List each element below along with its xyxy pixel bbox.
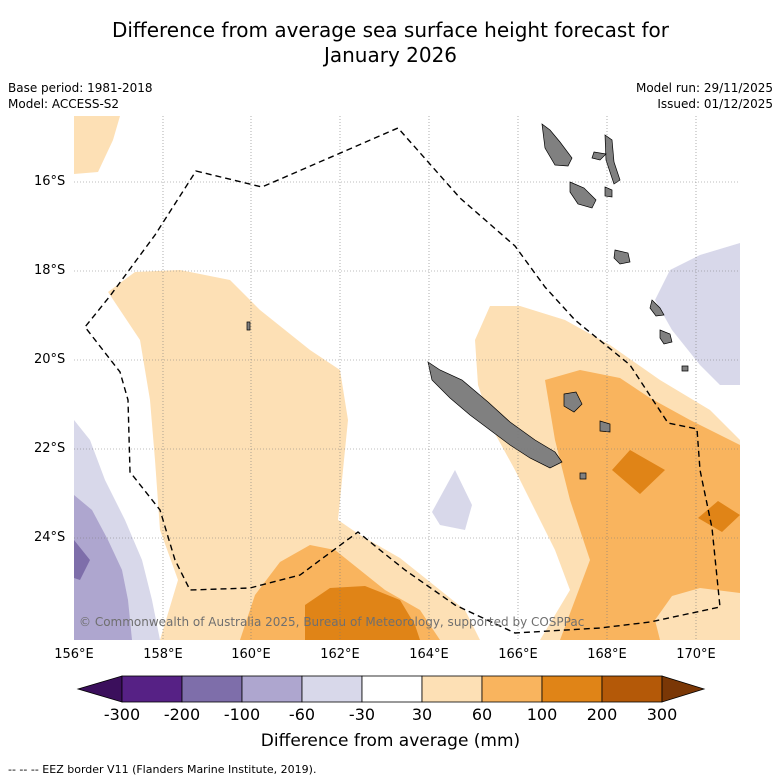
colorbar-tick-3: -100 [223, 705, 261, 724]
colorbar-bin-7 [481, 675, 543, 703]
loyalty-island-2 [599, 420, 611, 433]
colorbar-bin-3 [241, 675, 303, 703]
colorbar-tick-7: 60 [471, 705, 493, 724]
colorbar-right-extension [661, 675, 706, 703]
colorbar [76, 675, 706, 703]
meta-left: Base period: 1981-2018 Model: ACCESS-S2 [8, 80, 153, 112]
anomaly-east-dark-orange-2 [698, 501, 740, 532]
colorbar-tick-1: -300 [103, 705, 141, 724]
colorbar-tick-10: 300 [646, 705, 678, 724]
lon-label-158e: 158°E [143, 647, 183, 662]
lon-label-156e: 156°E [54, 647, 94, 662]
anomaly-southwest-dark-orange [305, 586, 420, 640]
anomaly-west-light-orange [108, 270, 480, 640]
lon-label-162e: 162°E [320, 647, 360, 662]
issued-date: Issued: 01/12/2025 [657, 97, 773, 111]
vanuatu-island-4 [591, 151, 607, 161]
eez-footnote: -- -- -- EEZ border V11 (Flanders Marine… [8, 763, 317, 776]
colorbar-bin-6 [421, 675, 483, 703]
lon-label-170e: 170°E [676, 647, 716, 662]
anomaly-topleft-orange [74, 116, 120, 174]
landmasses [246, 123, 689, 480]
lat-label-20s: 20°S [34, 352, 66, 367]
lon-label-160e: 160°E [231, 647, 271, 662]
fiji-island-1 [649, 299, 665, 317]
vanuatu-island-2 [569, 181, 597, 209]
model-name: Model: ACCESS-S2 [8, 97, 120, 111]
colorbar-bin-2 [181, 675, 243, 703]
eez-border [84, 127, 721, 634]
colorbar-bin-8 [541, 675, 603, 703]
lat-label-18s: 18°S [34, 263, 66, 278]
colorbar-title: Difference from average (mm) [260, 731, 521, 751]
lat-label-24s: 24°S [34, 530, 66, 545]
model-run: Model run: 29/11/2025 [635, 81, 773, 95]
anomaly-east-mid-orange [545, 370, 740, 640]
colorbar-bin-5 [361, 675, 423, 703]
vanuatu-island-5 [613, 249, 631, 265]
new-caledonia-island [427, 361, 563, 469]
lat-label-16s: 16°S [34, 174, 66, 189]
anomaly-northeast-purple [655, 243, 740, 385]
colorbar-tick-9: 200 [586, 705, 618, 724]
fiji-island-2 [659, 329, 673, 345]
loyalty-island-1 [563, 391, 583, 413]
colorbar-tick-6: 30 [411, 705, 433, 724]
lon-label-168e: 168°E [587, 647, 627, 662]
small-island-west [246, 321, 251, 331]
vanuatu-island-3 [604, 134, 621, 185]
meta-right: Model run: 29/11/2025 Issued: 01/12/2025 [636, 80, 773, 112]
lon-label-164e: 164°E [409, 647, 449, 662]
title-line-2: January 2026 [323, 43, 458, 67]
colorbar-tick-2: -200 [163, 705, 201, 724]
lon-label-166e: 166°E [498, 647, 538, 662]
graticule [74, 116, 740, 640]
title-line-1: Difference from average sea surface heig… [111, 18, 670, 42]
loyalty-island-3 [579, 472, 587, 480]
colorbar-tick-8: 100 [526, 705, 558, 724]
base-period: Base period: 1981-2018 [8, 81, 153, 95]
colorbar-bin-9 [601, 675, 663, 703]
colorbar-left-extension [76, 675, 123, 703]
anomaly-west-mid-purple [74, 495, 132, 640]
colorbar-tick-5: -30 [348, 705, 376, 724]
anomaly-west-dark-purple [74, 540, 90, 580]
anomaly-east-dark-orange-1 [612, 450, 665, 494]
lat-label-22s: 22°S [34, 441, 66, 456]
map-title: Difference from average sea surface heig… [0, 18, 781, 68]
vanuatu-island-1 [541, 123, 573, 167]
small-island-east [681, 365, 689, 372]
colorbar-tick-4: -60 [288, 705, 316, 724]
anomaly-small-purple [432, 470, 472, 530]
copyright-notice: © Commonwealth of Australia 2025, Bureau… [79, 615, 584, 629]
colorbar-bin-1 [121, 675, 183, 703]
colorbar-bin-4 [301, 675, 363, 703]
map-area: © Commonwealth of Australia 2025, Bureau… [74, 116, 740, 640]
